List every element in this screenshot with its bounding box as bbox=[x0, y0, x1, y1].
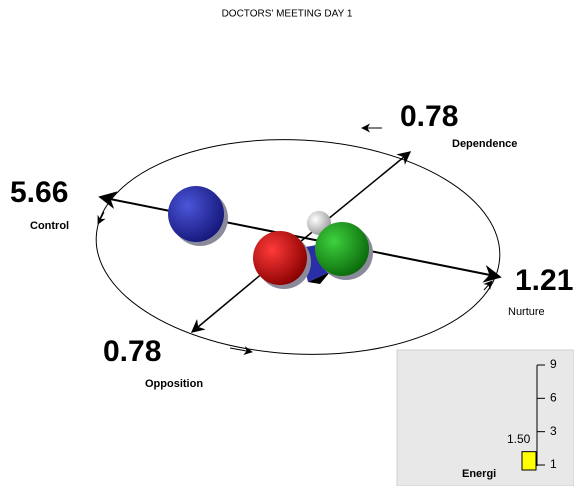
axis-value: 0.78 bbox=[400, 100, 458, 133]
energy-gauge: Energi bbox=[396, 349, 574, 486]
title: DOCTORS' MEETING DAY 1 bbox=[222, 9, 353, 20]
orbit-arrow bbox=[97, 211, 106, 225]
ball-blue bbox=[168, 186, 224, 242]
energy-value: 1.50 bbox=[507, 432, 531, 446]
gauge-tick-label: 3 bbox=[550, 424, 557, 438]
energy-bar bbox=[521, 451, 537, 471]
axis-value: 0.78 bbox=[103, 335, 161, 368]
gauge-label: Energi bbox=[462, 468, 496, 480]
gauge-tick-label: 6 bbox=[550, 391, 557, 405]
axis-value: 5.66 bbox=[10, 176, 68, 209]
gauge-panel bbox=[396, 349, 574, 486]
gauge-tick-label: 1 bbox=[550, 457, 557, 471]
axis-label: Control bbox=[30, 220, 69, 232]
orbit-arrow bbox=[229, 346, 253, 355]
axis-label: Nurture bbox=[508, 306, 545, 318]
gauge-tick-label: 9 bbox=[550, 357, 557, 371]
axis-label: Dependence bbox=[452, 138, 517, 150]
axis-label: Opposition bbox=[145, 378, 203, 390]
ball-green bbox=[315, 222, 369, 276]
center-block-shadow bbox=[308, 272, 330, 284]
ball-red bbox=[253, 231, 307, 285]
orbit bbox=[95, 139, 501, 355]
axis-value: 1.21 bbox=[515, 264, 573, 297]
